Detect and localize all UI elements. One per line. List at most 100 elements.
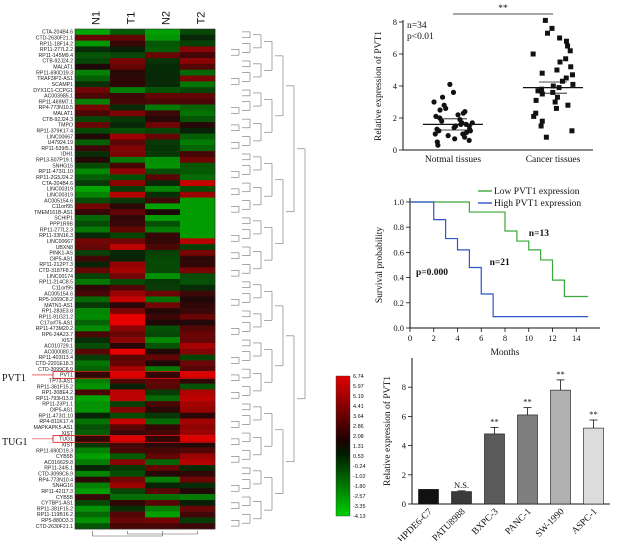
heatmap-cell	[145, 313, 181, 320]
heatmap-cell	[75, 232, 111, 239]
heatmap-cell	[145, 122, 181, 129]
scatter-y-axis-label: Relative expression of PVT1	[373, 31, 384, 141]
dendrogram-branch	[242, 72, 251, 82]
heatmap-cell	[75, 273, 111, 280]
dendrogram-branch	[231, 78, 240, 85]
scatter-point	[533, 97, 539, 103]
heatmap-cell	[180, 162, 216, 169]
heatmap-cell	[180, 383, 216, 390]
heatmap-cell	[180, 476, 216, 483]
heatmap-cell	[145, 453, 181, 460]
scatter-y-tick-label: 8	[393, 17, 397, 27]
survival-x-tick-label: 10	[525, 333, 534, 343]
heatmap-cell	[145, 302, 181, 309]
heatmap-cell	[180, 261, 216, 268]
heatmap-cell	[75, 366, 111, 373]
heatmap-cell	[110, 122, 146, 129]
heatmap-gene-label: TUG1	[59, 437, 73, 443]
dendrogram-branch	[275, 55, 284, 117]
heatmap-gene-label: AC005154.6	[44, 291, 73, 297]
heatmap-gene-label: RP11-361F15.2	[37, 384, 73, 390]
heatmap-cell	[75, 156, 111, 164]
heatmap-gene-label: RP11-214C8.5	[39, 280, 73, 286]
heatmap-cell	[145, 191, 181, 198]
heatmap-cell	[75, 34, 111, 41]
survival-x-tick-label: 12	[548, 333, 557, 343]
heatmap-cell	[110, 418, 146, 425]
heatmap-cell	[75, 517, 111, 524]
heatmap-cell	[110, 87, 146, 94]
colorscale-tick-label: 0.53	[353, 454, 364, 460]
heatmap-cell	[145, 430, 181, 437]
heatmap-gene-label: RP11-277L2.3	[40, 227, 73, 233]
dendrogram-branch	[242, 415, 251, 425]
scatter-point	[439, 94, 446, 100]
heatmap-cell	[180, 69, 216, 76]
heatmap-cell	[75, 430, 111, 437]
heatmap-cell	[110, 69, 146, 76]
survival-series-line	[410, 201, 589, 318]
heatmap-cell	[75, 337, 111, 344]
heatmap-cell	[180, 267, 216, 274]
heatmap-cell	[110, 151, 146, 158]
heatmap-cell	[75, 459, 111, 466]
heatmap-cell	[75, 342, 111, 350]
heatmap-cell	[110, 197, 146, 204]
scatter-point	[569, 128, 575, 134]
scatter-point	[447, 81, 453, 87]
heatmap-gene-label: CTA-204B4.6	[42, 30, 73, 36]
heatmap-cell	[180, 156, 216, 164]
heatmap-cell	[75, 255, 111, 262]
heatmap-gene-label: UBXN8	[56, 245, 73, 251]
heatmap-cell	[110, 511, 146, 518]
heatmap-cell	[180, 465, 216, 472]
scatter-point	[567, 48, 573, 54]
heatmap-cell	[180, 273, 216, 280]
heatmap-cell	[75, 180, 111, 187]
heatmap-cell	[180, 226, 216, 233]
heatmap-cell	[110, 441, 146, 448]
heatmap-gene-label: CTB-92J24.3	[42, 117, 73, 123]
heatmap-gene-label: AC010729.1	[44, 344, 73, 350]
scatter-point	[563, 75, 569, 81]
survival-y-axis-label: Survival probability	[375, 227, 385, 304]
dendrogram-branch	[231, 171, 240, 178]
heatmap-cell	[145, 389, 181, 396]
scatter-point	[433, 113, 439, 119]
heatmap-cell	[180, 418, 216, 425]
heatmap-cell	[110, 116, 146, 123]
heatmap-cell	[75, 447, 111, 454]
heatmap-cell	[110, 267, 146, 274]
heatmap-cell	[145, 81, 181, 88]
heatmap-gene-label: LINC00319	[47, 192, 73, 198]
bar-y-tick-label: 0	[402, 499, 406, 509]
bar-significance-label: **	[523, 397, 532, 407]
heatmap-cell	[110, 412, 146, 419]
heatmap-cell	[110, 325, 146, 332]
heatmap-gene-label: OIP5-AS1	[50, 256, 73, 262]
heatmap-cell	[110, 92, 146, 100]
heatmap-row-dendrogram	[231, 31, 306, 527]
bar-y-axis-label: Relative expression of PVT1	[382, 376, 393, 486]
heatmap-cell	[180, 395, 216, 402]
bar	[517, 414, 538, 505]
heatmap-gene-label: MALAT1	[53, 111, 73, 117]
dendrogram-branch	[253, 187, 262, 206]
scatter-point	[539, 118, 545, 124]
survival-legend-label: Low PVT1 expression	[494, 187, 580, 197]
heatmap-cell	[180, 441, 216, 448]
heatmap-cell	[145, 244, 181, 251]
scatter-point	[550, 89, 556, 95]
heatmap-cell	[145, 220, 181, 227]
heatmap-cell	[145, 168, 181, 175]
heatmap-cell	[75, 377, 111, 384]
heatmap-cell	[110, 58, 146, 65]
heatmap-cell	[110, 319, 146, 326]
heatmap-cell	[180, 284, 216, 291]
heatmap-cell	[75, 122, 111, 129]
dendrogram-branch	[242, 101, 251, 111]
dendrogram-branch	[253, 342, 262, 357]
heatmap-cell	[180, 331, 216, 338]
scatter-point	[531, 113, 537, 119]
heatmap-cell	[145, 459, 181, 466]
